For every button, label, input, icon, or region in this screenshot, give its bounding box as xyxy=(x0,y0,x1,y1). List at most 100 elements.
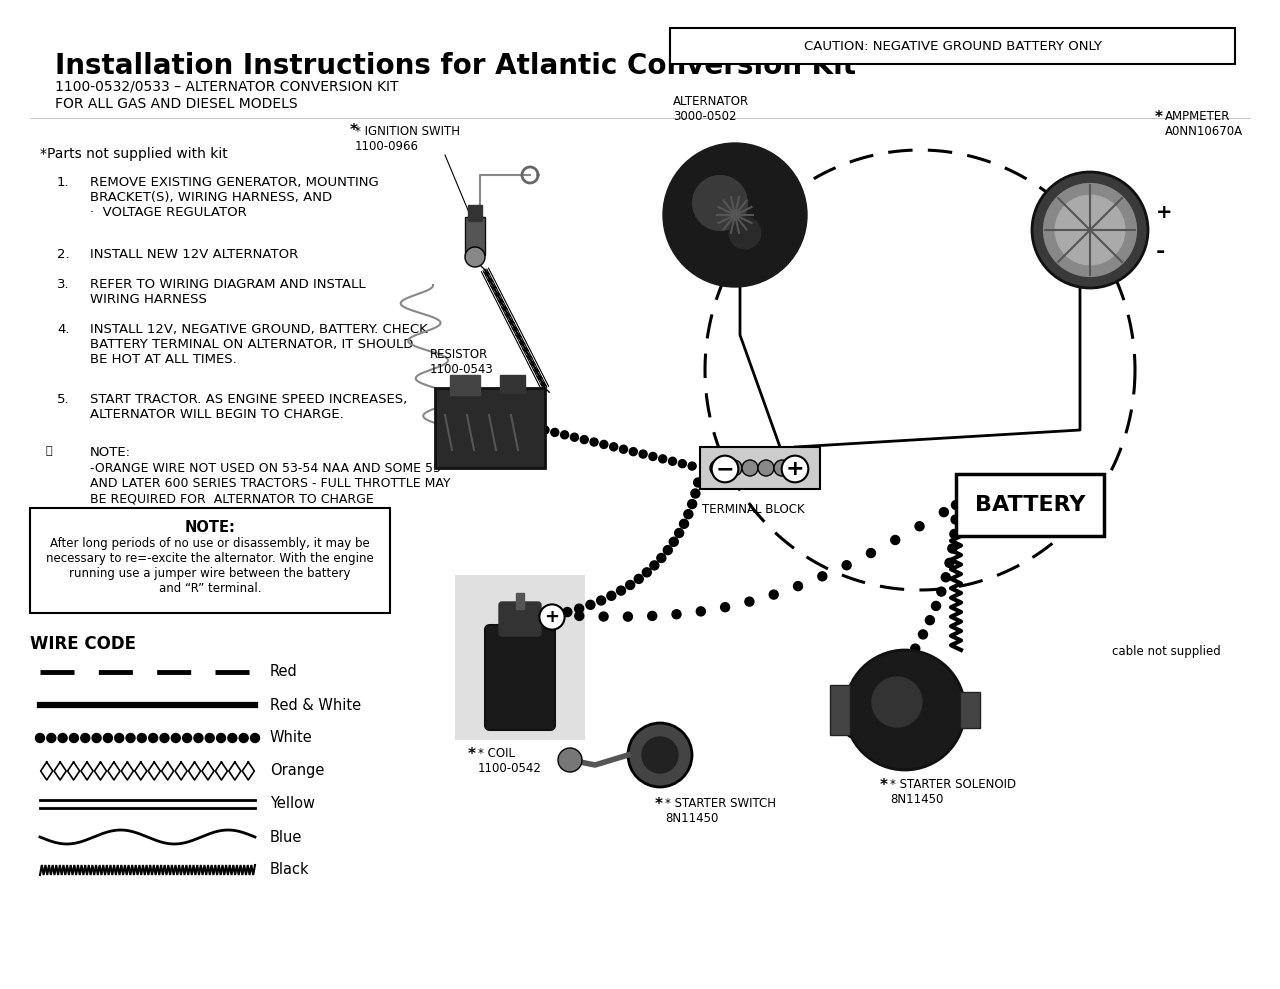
Circle shape xyxy=(635,575,644,584)
Circle shape xyxy=(668,457,677,465)
Text: * COIL
1100-0542: * COIL 1100-0542 xyxy=(477,747,541,775)
Text: −: − xyxy=(716,459,735,479)
Circle shape xyxy=(680,519,689,528)
FancyBboxPatch shape xyxy=(499,602,541,636)
Circle shape xyxy=(617,586,626,595)
Circle shape xyxy=(561,431,568,439)
Text: 1.: 1. xyxy=(58,176,69,189)
Text: CAUTION: NEGATIVE GROUND BATTERY ONLY: CAUTION: NEGATIVE GROUND BATTERY ONLY xyxy=(804,40,1102,52)
Circle shape xyxy=(1043,184,1137,276)
Circle shape xyxy=(940,507,948,516)
Circle shape xyxy=(694,478,703,487)
Text: 2.: 2. xyxy=(58,248,69,261)
Circle shape xyxy=(672,610,681,619)
Text: Red: Red xyxy=(270,665,298,679)
Circle shape xyxy=(1055,195,1125,265)
Text: Blue: Blue xyxy=(270,830,302,845)
Circle shape xyxy=(628,723,692,787)
Circle shape xyxy=(774,460,790,476)
Circle shape xyxy=(69,734,78,743)
Circle shape xyxy=(81,734,90,743)
Circle shape xyxy=(790,460,806,476)
Text: RESISTOR
1100-0543: RESISTOR 1100-0543 xyxy=(430,348,494,376)
Circle shape xyxy=(630,448,637,456)
Text: Red & White: Red & White xyxy=(270,697,361,712)
Circle shape xyxy=(558,748,582,772)
Text: -ORANGE WIRE NOT USED ON 53-54 NAA AND SOME 55
AND LATER 600 SERIES TRACTORS - F: -ORANGE WIRE NOT USED ON 53-54 NAA AND S… xyxy=(90,462,451,505)
Circle shape xyxy=(550,610,559,619)
Circle shape xyxy=(607,591,616,600)
Circle shape xyxy=(137,734,146,743)
Circle shape xyxy=(623,612,632,621)
Circle shape xyxy=(58,734,67,743)
Text: BATTERY: BATTERY xyxy=(975,495,1085,515)
Circle shape xyxy=(1032,172,1148,288)
Circle shape xyxy=(758,460,774,476)
Bar xyxy=(454,575,585,740)
Circle shape xyxy=(205,734,214,743)
Circle shape xyxy=(742,460,758,476)
Text: After long periods of no use or disassembly, it may be
necessary to re=-excite t: After long periods of no use or disassem… xyxy=(46,537,374,595)
Text: *: * xyxy=(468,747,476,762)
Circle shape xyxy=(669,537,678,546)
Circle shape xyxy=(925,616,934,625)
Circle shape xyxy=(228,734,237,743)
Circle shape xyxy=(650,561,659,570)
Text: 5.: 5. xyxy=(58,393,69,406)
Circle shape xyxy=(726,460,742,476)
Circle shape xyxy=(684,509,692,518)
Circle shape xyxy=(730,218,760,249)
Circle shape xyxy=(860,714,869,724)
Circle shape xyxy=(678,460,686,468)
Circle shape xyxy=(937,587,946,596)
Circle shape xyxy=(590,438,598,446)
Circle shape xyxy=(941,573,950,582)
Circle shape xyxy=(915,522,924,531)
Text: cable not supplied: cable not supplied xyxy=(1112,645,1221,658)
Circle shape xyxy=(932,601,941,610)
Bar xyxy=(956,474,1103,536)
Bar xyxy=(435,388,545,468)
Circle shape xyxy=(657,554,666,563)
Circle shape xyxy=(794,582,803,590)
Circle shape xyxy=(872,677,922,727)
Circle shape xyxy=(575,611,584,620)
Circle shape xyxy=(575,604,584,613)
Bar xyxy=(669,28,1235,64)
Circle shape xyxy=(872,700,881,709)
Circle shape xyxy=(172,734,180,743)
Text: Orange: Orange xyxy=(270,764,324,778)
Text: 4.: 4. xyxy=(58,323,69,336)
Text: NOTE:: NOTE: xyxy=(90,446,131,459)
Circle shape xyxy=(818,572,827,581)
Circle shape xyxy=(951,515,960,524)
Text: *: * xyxy=(1155,110,1164,125)
Circle shape xyxy=(689,462,696,470)
Text: * STARTER SOLENOID
8N11450: * STARTER SOLENOID 8N11450 xyxy=(890,778,1016,806)
Bar xyxy=(451,375,480,395)
Text: REFER TO WIRING DIAGRAM AND INSTALL
WIRING HARNESS: REFER TO WIRING DIAGRAM AND INSTALL WIRI… xyxy=(90,278,366,306)
Text: White: White xyxy=(270,731,312,746)
Circle shape xyxy=(891,535,900,545)
Text: Installation Instructions for Atlantic Conversion Kit: Installation Instructions for Atlantic C… xyxy=(55,52,856,80)
Text: * IGNITION SWITH
1100-0966: * IGNITION SWITH 1100-0966 xyxy=(355,125,460,153)
Circle shape xyxy=(643,737,678,773)
Circle shape xyxy=(541,426,549,434)
Circle shape xyxy=(195,734,204,743)
Bar xyxy=(500,375,525,393)
Circle shape xyxy=(550,610,559,619)
Text: Black: Black xyxy=(270,862,310,877)
Circle shape xyxy=(36,734,45,743)
Text: INSTALL NEW 12V ALTERNATOR: INSTALL NEW 12V ALTERNATOR xyxy=(90,248,298,261)
Circle shape xyxy=(643,568,652,577)
Circle shape xyxy=(675,528,684,538)
Bar xyxy=(468,205,483,221)
Circle shape xyxy=(947,544,957,553)
Text: WIRE CODE: WIRE CODE xyxy=(29,635,136,653)
Circle shape xyxy=(945,559,954,568)
Circle shape xyxy=(769,590,778,599)
Text: *: * xyxy=(349,123,358,138)
Circle shape xyxy=(550,428,559,436)
Text: * STARTER SWITCH
8N11450: * STARTER SWITCH 8N11450 xyxy=(666,797,776,825)
Circle shape xyxy=(919,630,928,639)
